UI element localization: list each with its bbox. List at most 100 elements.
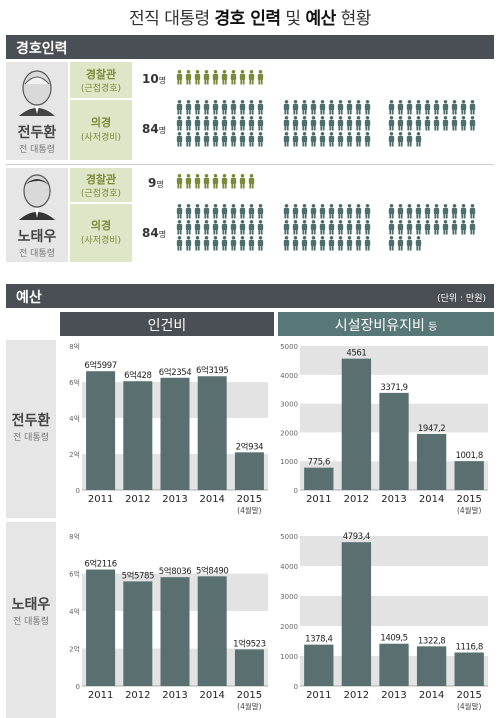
person-figure-icon bbox=[319, 236, 326, 251]
x-tick-label: 2011 bbox=[88, 690, 113, 701]
person-figure-icon bbox=[415, 220, 422, 235]
person-figure-icon bbox=[415, 100, 422, 115]
data-label: 2억934 bbox=[236, 441, 263, 452]
person-figure-icon bbox=[433, 100, 440, 115]
person-figure-icon bbox=[221, 70, 228, 85]
person-figure-icon bbox=[194, 116, 201, 131]
person-figure-icon bbox=[194, 236, 201, 251]
person-figure-icon bbox=[248, 116, 255, 131]
bar bbox=[454, 652, 484, 686]
y-tick-label: 0 bbox=[76, 683, 80, 691]
count-unit: 명 bbox=[158, 126, 167, 135]
x-tick-label: 2011 bbox=[306, 494, 331, 505]
x-tick-label: 2015 bbox=[237, 494, 262, 505]
person-figure-icon bbox=[415, 204, 422, 219]
data-label: 5억8036 bbox=[159, 566, 191, 577]
person-figure-icon bbox=[301, 204, 308, 219]
person-figure-icon bbox=[176, 236, 183, 251]
person-figure-icon bbox=[310, 100, 317, 115]
security-person-2-role-1: 경찰관 (근접경호) bbox=[70, 168, 132, 202]
person-figure-icon bbox=[194, 100, 201, 115]
bar bbox=[197, 376, 227, 490]
person-figure-icon bbox=[221, 204, 228, 219]
person-figure-icon bbox=[346, 236, 353, 251]
person-figure-icon bbox=[346, 116, 353, 131]
person-figure-icon bbox=[221, 100, 228, 115]
person-figure-icon bbox=[364, 236, 371, 251]
chart2-title-suffix: 등 bbox=[424, 322, 438, 333]
person-figure-icon bbox=[451, 204, 458, 219]
person-figure-icon bbox=[292, 236, 299, 251]
y-tick-label: 0 bbox=[76, 487, 80, 495]
x-tick-label: 2014 bbox=[419, 494, 444, 505]
person-figure-icon bbox=[406, 204, 413, 219]
person-figure-icon bbox=[415, 116, 422, 131]
y-tick-label: 8억 bbox=[69, 343, 80, 351]
person-figure-icon bbox=[337, 220, 344, 235]
person-figure-icon bbox=[248, 220, 255, 235]
person-figure-icon bbox=[194, 132, 201, 147]
person-figure-icon bbox=[355, 100, 362, 115]
chart-4-svg: 0 1000 2000 3000 4000 5000 1378,4 2011 4793,4 201… bbox=[280, 532, 488, 711]
security-person-2-count-1: 9명 bbox=[148, 176, 164, 190]
person-figure-icon bbox=[355, 132, 362, 147]
person-figure-icon bbox=[406, 132, 413, 147]
x-tick-label: 2013 bbox=[162, 494, 187, 505]
person-figure-icon bbox=[301, 132, 308, 147]
bar bbox=[234, 649, 264, 686]
y-tick-label: 2억 bbox=[69, 646, 80, 654]
data-label: 6억3195 bbox=[196, 365, 228, 376]
person-figure-icon bbox=[397, 100, 404, 115]
person-figure-icon bbox=[433, 220, 440, 235]
person-figure-icon bbox=[185, 236, 192, 251]
security-person-1-role-2: 의경 (사저경비) bbox=[70, 100, 132, 160]
person-figure-icon bbox=[176, 132, 183, 147]
person-figure-icon bbox=[397, 132, 404, 147]
person-figure-icon bbox=[176, 174, 183, 189]
chart-2-svg: 0 1000 2000 3000 4000 5000 775,6 2011 4561 2012 33… bbox=[280, 343, 488, 515]
person-figure-icon bbox=[388, 116, 395, 131]
y-tick-label: 4000 bbox=[280, 372, 298, 380]
y-tick-label: 4억 bbox=[69, 608, 80, 616]
person-figure-icon bbox=[248, 100, 255, 115]
person-figure-icon bbox=[388, 220, 395, 235]
grid-band bbox=[300, 566, 488, 596]
y-tick-label: 5000 bbox=[280, 343, 298, 351]
person-figure-icon bbox=[310, 236, 317, 251]
person-figure-icon bbox=[292, 132, 299, 147]
chart-1-svg: 0 2억 4억 6억 8억 6억5997 2011 6억428 2012 6억2354 2013 6억… bbox=[69, 343, 268, 515]
person-figure-icon bbox=[248, 236, 255, 251]
person-figure-icon bbox=[212, 174, 219, 189]
person-figure-icon bbox=[319, 204, 326, 219]
budget-person-2-sub: 전 대통령 bbox=[13, 617, 49, 627]
person-figure-icon bbox=[346, 132, 353, 147]
role-label: 경찰관 bbox=[85, 68, 117, 81]
data-label: 4561 bbox=[346, 349, 366, 359]
data-label: 5억5785 bbox=[122, 570, 154, 581]
budget-person-1-sub: 전 대통령 bbox=[13, 433, 49, 443]
person-figure-icon bbox=[310, 220, 317, 235]
person-figure-icon bbox=[230, 174, 237, 189]
person-figure-icon bbox=[248, 204, 255, 219]
person-figure-icon bbox=[176, 204, 183, 219]
person-figure-icon bbox=[239, 116, 246, 131]
chart2-header: 시설장비유지비 등 bbox=[278, 312, 494, 336]
person-figure-icon bbox=[203, 204, 210, 219]
person-2-portrait-icon bbox=[19, 174, 55, 220]
x-tick-label: 2011 bbox=[306, 690, 331, 701]
person-figure-icon bbox=[415, 236, 422, 251]
person-figure-icon bbox=[203, 174, 210, 189]
person-figure-icon bbox=[469, 116, 476, 131]
person-figure-icon bbox=[301, 220, 308, 235]
person-figure-icon bbox=[257, 132, 264, 147]
y-tick-label: 1000 bbox=[280, 458, 298, 466]
person-figure-icon bbox=[301, 100, 308, 115]
person-figure-icon bbox=[397, 220, 404, 235]
person-figure-icon bbox=[442, 100, 449, 115]
title-bold1: 경호 인력 bbox=[214, 9, 281, 29]
role-label: 의경 bbox=[90, 219, 112, 232]
security-section-header: 경호인력 bbox=[6, 35, 494, 59]
person-figure-icon bbox=[221, 132, 228, 147]
person-figure-icon bbox=[460, 220, 467, 235]
person-figure-icon bbox=[442, 204, 449, 219]
